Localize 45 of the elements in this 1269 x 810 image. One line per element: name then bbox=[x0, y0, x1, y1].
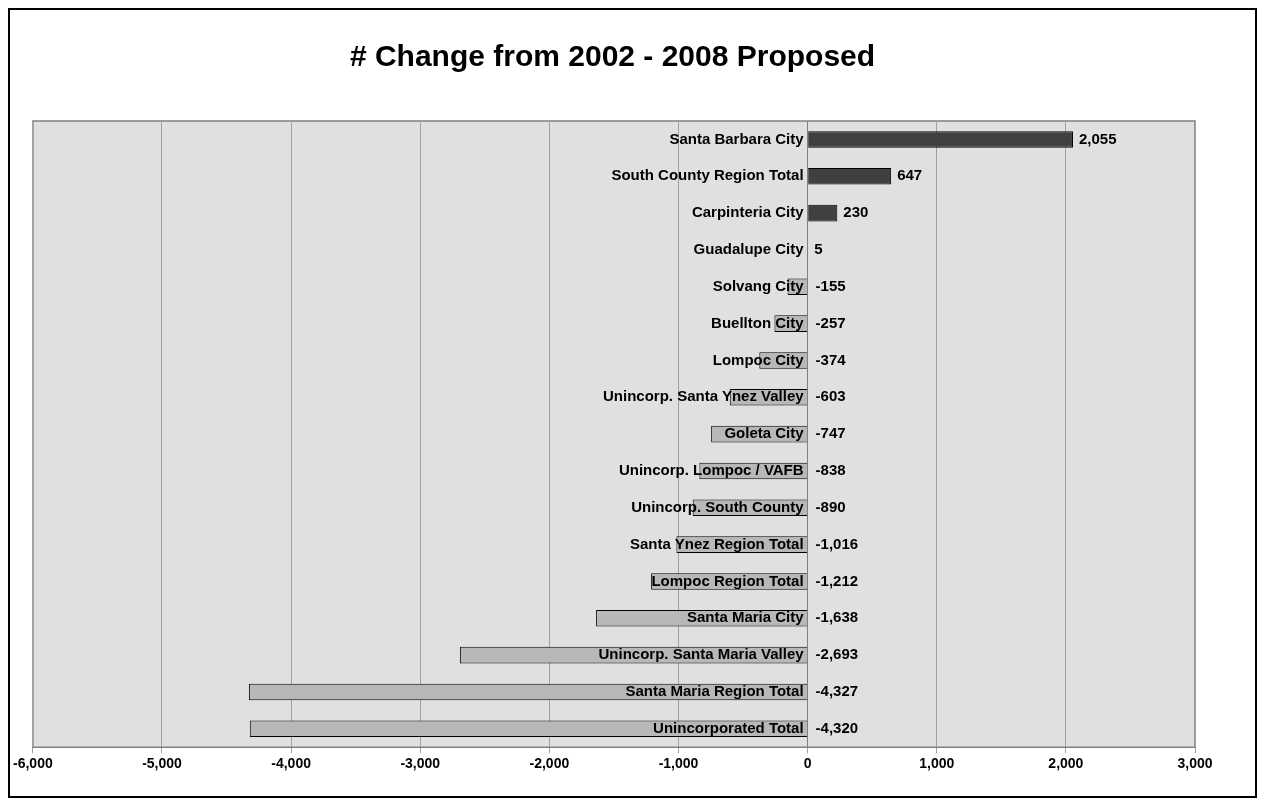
y-tick-label: Unincorp. Santa Ynez Valley bbox=[602, 387, 805, 405]
x-tick-label: 0 bbox=[803, 755, 812, 772]
x-tick-label: -4,000 bbox=[271, 755, 312, 772]
y-tick-label: Lompoc City bbox=[712, 350, 805, 368]
data-label: -4,320 bbox=[815, 718, 859, 736]
data-label: 5 bbox=[814, 240, 823, 258]
y-tick-label: Solvang City bbox=[712, 276, 805, 294]
y-tick-label: Santa Ynez Region Total bbox=[629, 534, 804, 552]
data-label: -1,212 bbox=[815, 571, 859, 589]
y-tick-label: Unincorporated Total bbox=[653, 718, 804, 736]
x-tick-label: -5,000 bbox=[142, 755, 183, 772]
x-tick-label: 1,000 bbox=[919, 755, 955, 772]
x-tick-label: -1,000 bbox=[658, 755, 699, 772]
y-tick-label: Santa Maria City bbox=[686, 608, 805, 626]
chart-title: # Change from 2002 - 2008 Proposed bbox=[349, 39, 876, 73]
y-tick-label: Lompoc Region Total bbox=[651, 571, 804, 589]
y-tick-label: Carpinteria City bbox=[691, 203, 805, 221]
x-tick-label: -2,000 bbox=[529, 755, 570, 772]
data-label: -155 bbox=[815, 276, 846, 294]
y-tick-label: Unincorp. Santa Maria Valley bbox=[598, 645, 805, 663]
data-label: -1,016 bbox=[815, 534, 859, 552]
x-tick-label: -3,000 bbox=[400, 755, 441, 772]
data-label: -1,638 bbox=[815, 608, 859, 626]
y-tick-label: Buellton City bbox=[711, 313, 805, 331]
data-label: 230 bbox=[843, 203, 869, 221]
data-label: -747 bbox=[815, 424, 846, 442]
y-tick-label: South County Region Total bbox=[611, 166, 804, 184]
y-tick-label: Guadalupe City bbox=[693, 240, 805, 258]
y-tick-label: Unincorp. Lompoc / VAFB bbox=[618, 461, 804, 479]
data-label: 2,055 bbox=[1078, 129, 1117, 147]
data-label: -838 bbox=[815, 461, 846, 479]
y-tick-label: Santa Maria Region Total bbox=[625, 682, 804, 700]
data-label: -890 bbox=[815, 497, 846, 515]
y-tick-label: Unincorp. South County bbox=[631, 497, 805, 515]
data-label: 647 bbox=[897, 166, 923, 184]
data-label: -603 bbox=[815, 387, 846, 405]
x-tick-label: -6,000 bbox=[13, 755, 53, 772]
data-label: -374 bbox=[815, 350, 847, 368]
y-tick-label: Goleta City bbox=[724, 424, 805, 442]
x-tick-label: 3,000 bbox=[1177, 755, 1213, 772]
x-tick-label: 2,000 bbox=[1048, 755, 1084, 772]
data-label: -257 bbox=[815, 313, 846, 331]
data-label: -2,693 bbox=[815, 645, 859, 663]
y-tick-label: Santa Barbara City bbox=[669, 129, 805, 147]
data-label: -4,327 bbox=[815, 682, 859, 700]
